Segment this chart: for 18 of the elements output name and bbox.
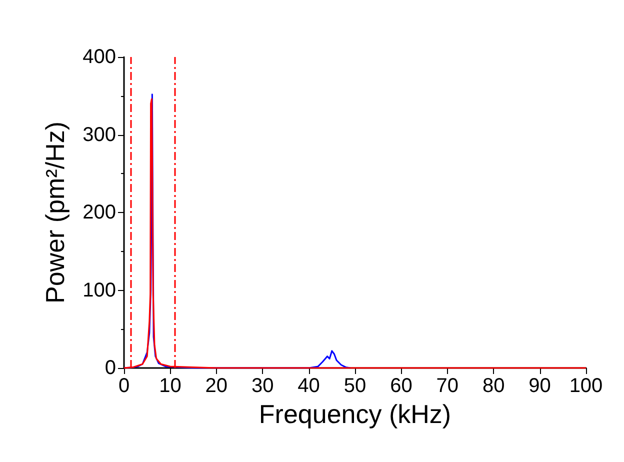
y-tick-label: 0: [104, 357, 116, 379]
x-tick-label: 30: [251, 375, 274, 397]
x-tick-label: 100: [569, 375, 603, 397]
x-tick-label: 90: [528, 375, 551, 397]
x-tick-label: 20: [205, 375, 228, 397]
x-tick-label: 50: [344, 375, 366, 397]
x-tick-label: 0: [118, 375, 130, 397]
x-tick-label: 80: [482, 375, 505, 397]
y-tick-label: 400: [82, 46, 116, 68]
x-tick-label: 10: [159, 375, 182, 397]
y-axis-title: Power (pm²/Hz): [40, 121, 70, 304]
x-tick-label: 40: [298, 375, 320, 397]
x-tick-label: 70: [436, 375, 459, 397]
y-tick-label: 200: [82, 202, 116, 224]
y-tick-label: 300: [82, 124, 116, 146]
x-axis-title: Frequency (kHz): [258, 398, 452, 429]
y-tick-label: 100: [82, 279, 116, 302]
x-tick-label: 60: [390, 375, 412, 397]
